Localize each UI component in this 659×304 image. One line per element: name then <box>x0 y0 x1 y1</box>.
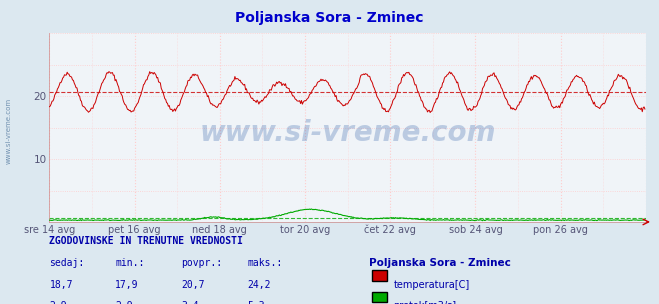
Text: povpr.:: povpr.: <box>181 258 222 268</box>
Text: min.:: min.: <box>115 258 145 268</box>
Text: 17,9: 17,9 <box>115 280 139 290</box>
Text: pretok[m3/s]: pretok[m3/s] <box>393 301 457 304</box>
Text: sedaj:: sedaj: <box>49 258 84 268</box>
Text: 18,7: 18,7 <box>49 280 73 290</box>
Text: 2,9: 2,9 <box>115 301 133 304</box>
Text: maks.:: maks.: <box>247 258 282 268</box>
Text: Poljanska Sora - Zminec: Poljanska Sora - Zminec <box>369 258 511 268</box>
Text: temperatura[C]: temperatura[C] <box>393 280 470 290</box>
Text: www.si-vreme.com: www.si-vreme.com <box>5 98 11 164</box>
Text: 24,2: 24,2 <box>247 280 271 290</box>
Text: 2,9: 2,9 <box>49 301 67 304</box>
Text: www.si-vreme.com: www.si-vreme.com <box>200 119 496 147</box>
Text: 5,3: 5,3 <box>247 301 265 304</box>
Text: 3,4: 3,4 <box>181 301 199 304</box>
Text: 20,7: 20,7 <box>181 280 205 290</box>
Text: Poljanska Sora - Zminec: Poljanska Sora - Zminec <box>235 11 424 25</box>
Text: ZGODOVINSKE IN TRENUTNE VREDNOSTI: ZGODOVINSKE IN TRENUTNE VREDNOSTI <box>49 236 243 246</box>
